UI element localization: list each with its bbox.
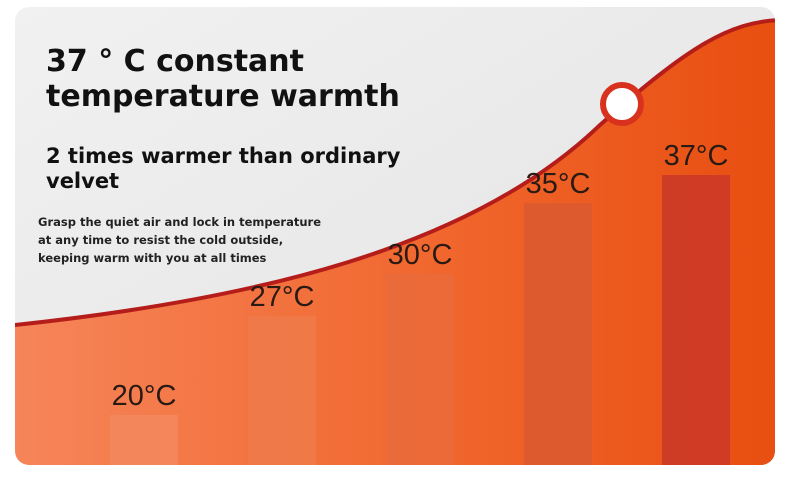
value-label: 35°C: [526, 168, 591, 200]
bar: [386, 273, 454, 465]
description-line: keeping warm with you at all times: [38, 251, 267, 265]
value-label: 37°C: [664, 140, 729, 172]
description: Grasp the quiet air and lock in temperat…: [38, 213, 321, 267]
subtitle: 2 times warmer than ordinary velvet: [46, 144, 401, 193]
bar: [248, 316, 316, 465]
value-label: 30°C: [388, 239, 453, 271]
description-line: Grasp the quiet air and lock in temperat…: [38, 215, 322, 229]
title: 37 ° C constant temperature warmth: [46, 44, 400, 114]
bar: [662, 175, 730, 465]
description-line: at any time to resist the cold outside,: [38, 233, 284, 247]
card: 20°C 27°C 30°C 35°C 37°C: [15, 7, 775, 465]
value-label: 20°C: [112, 380, 177, 412]
bar: [110, 415, 178, 465]
marker: [600, 82, 644, 126]
bars: 20°C 27°C 30°C 35°C 37°C: [110, 140, 730, 465]
curve: [15, 18, 775, 327]
bar: [524, 203, 592, 465]
value-label: 27°C: [250, 281, 315, 313]
